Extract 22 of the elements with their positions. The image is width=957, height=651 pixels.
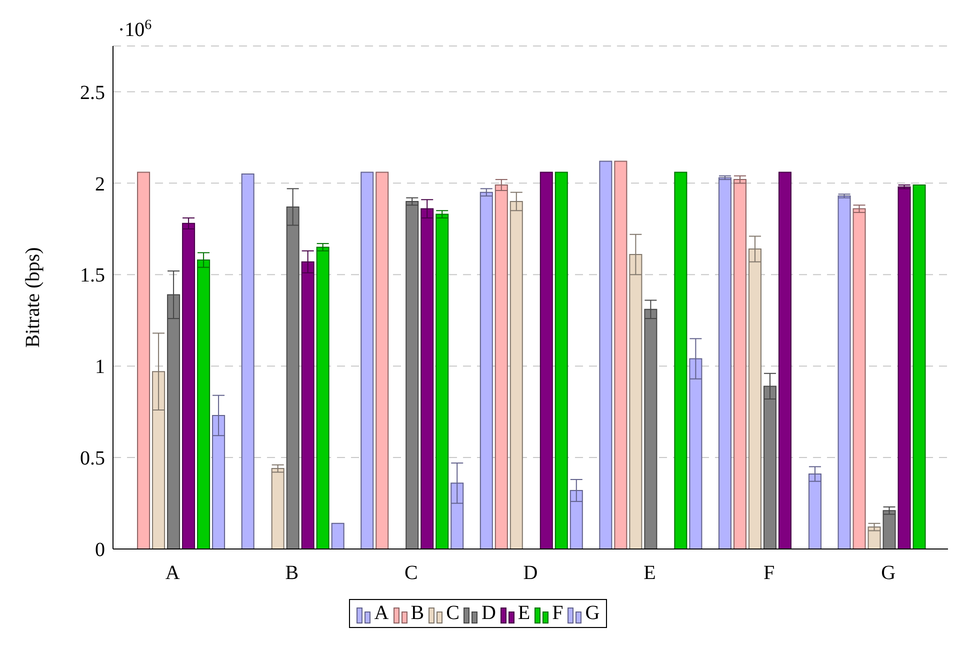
legend-label: G <box>585 602 600 625</box>
legend-label: B <box>410 602 424 625</box>
y-tick-label: 1 <box>95 356 105 378</box>
y-tick-label: 1.5 <box>80 264 105 287</box>
y-tick-label: 0.5 <box>80 448 105 470</box>
legend-label: A <box>374 602 389 625</box>
text: ·10$^{6}$ <box>118 18 152 41</box>
x-tick-label: F <box>764 562 775 584</box>
x-tick-label: C <box>404 562 418 584</box>
y-tick-label: 0 <box>95 539 105 562</box>
legend-label: D <box>481 602 496 625</box>
x-tick-label: E <box>644 562 656 584</box>
y-tick-label: 2.5 <box>80 82 105 104</box>
legend-label: F <box>552 602 564 625</box>
y-axis-title: Bitrate (bps) <box>22 247 44 348</box>
legend-label: E <box>518 602 530 625</box>
x-tick-label: G <box>881 562 896 584</box>
y-tick-label: 2 <box>95 173 105 196</box>
legend-label: C <box>446 602 460 625</box>
x-tick-label: D <box>523 562 538 584</box>
x-tick-label: A <box>165 562 180 584</box>
x-tick-label: B <box>285 562 299 584</box>
